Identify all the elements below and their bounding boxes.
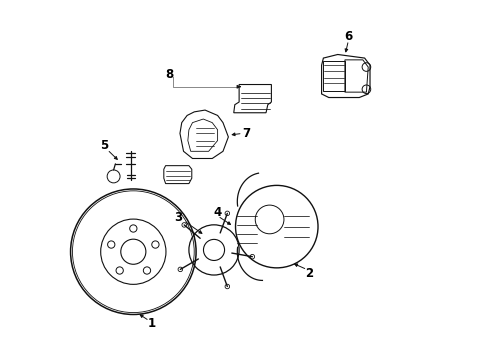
Text: 8: 8: [165, 68, 173, 81]
Text: 6: 6: [344, 30, 352, 43]
Text: 1: 1: [147, 317, 155, 330]
Text: 7: 7: [242, 127, 250, 140]
Text: 4: 4: [213, 206, 221, 219]
Text: 3: 3: [174, 211, 182, 224]
Text: 5: 5: [101, 139, 108, 152]
Text: 2: 2: [305, 267, 312, 280]
